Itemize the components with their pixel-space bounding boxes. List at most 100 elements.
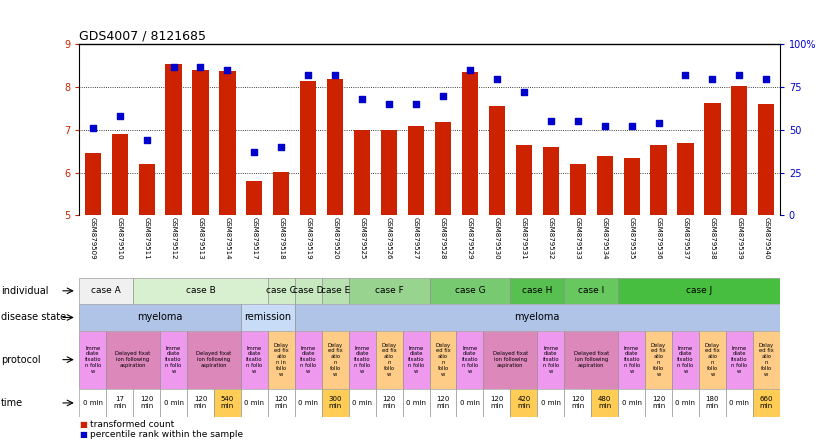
Text: 0 min: 0 min <box>730 400 750 406</box>
Text: GSM879509: GSM879509 <box>90 217 96 259</box>
Bar <box>349 278 430 304</box>
Text: 0 min: 0 min <box>163 400 183 406</box>
Bar <box>645 388 672 417</box>
Bar <box>268 331 294 388</box>
Bar <box>515 145 532 215</box>
Text: case F: case F <box>374 286 404 295</box>
Bar <box>160 388 187 417</box>
Bar <box>618 278 780 304</box>
Bar <box>537 388 565 417</box>
Text: 0 min: 0 min <box>406 400 426 406</box>
Text: ■: ■ <box>79 420 87 429</box>
Text: Delayed fixat
ion following
aspiration: Delayed fixat ion following aspiration <box>493 351 528 368</box>
Bar <box>726 331 753 388</box>
Text: 0 min: 0 min <box>621 400 641 406</box>
Bar <box>624 158 640 215</box>
Bar <box>112 134 128 215</box>
Bar <box>677 143 694 215</box>
Text: GSM879532: GSM879532 <box>548 217 554 259</box>
Bar <box>294 304 780 331</box>
Text: GSM879536: GSM879536 <box>656 217 661 259</box>
Point <box>571 118 585 125</box>
Text: case G: case G <box>455 286 485 295</box>
Point <box>436 92 450 99</box>
Bar <box>160 331 187 388</box>
Text: 660
min: 660 min <box>760 396 773 409</box>
Bar <box>84 153 101 215</box>
Bar <box>322 278 349 304</box>
Text: Imme
diate
fixatio
n follo
w: Imme diate fixatio n follo w <box>623 345 640 374</box>
Bar <box>699 388 726 417</box>
Text: 120
min: 120 min <box>383 396 396 409</box>
Bar <box>294 388 322 417</box>
Bar <box>435 122 451 215</box>
Bar <box>79 304 241 331</box>
Bar <box>268 278 294 304</box>
Text: GSM879519: GSM879519 <box>305 217 311 259</box>
Text: Imme
diate
fixatio
n follo
w: Imme diate fixatio n follo w <box>84 345 101 374</box>
Text: Delay
ed fix
atio
n
follo
w: Delay ed fix atio n follo w <box>328 343 343 377</box>
Text: GSM879539: GSM879539 <box>736 217 742 259</box>
Bar <box>79 388 106 417</box>
Text: Imme
diate
fixatio
n follo
w: Imme diate fixatio n follo w <box>462 345 478 374</box>
Text: 300
min: 300 min <box>329 396 342 409</box>
Bar <box>753 331 780 388</box>
Bar <box>456 388 484 417</box>
Point <box>598 123 611 130</box>
Text: 120
min: 120 min <box>274 396 288 409</box>
Point <box>329 71 342 79</box>
Bar <box>133 278 268 304</box>
Point <box>167 63 180 70</box>
Bar <box>138 164 154 215</box>
Point <box>544 118 557 125</box>
Bar <box>651 145 666 215</box>
Point <box>706 75 719 82</box>
Text: transformed count: transformed count <box>90 420 174 429</box>
Text: case C: case C <box>266 286 296 295</box>
Bar <box>219 71 235 215</box>
Bar <box>294 278 322 304</box>
Bar <box>241 331 268 388</box>
Point <box>517 89 530 96</box>
Bar <box>274 172 289 215</box>
Bar <box>618 388 645 417</box>
Point <box>140 137 153 144</box>
Bar <box>187 388 214 417</box>
Bar <box>294 331 322 388</box>
Text: GSM879538: GSM879538 <box>710 217 716 259</box>
Text: GDS4007 / 8121685: GDS4007 / 8121685 <box>79 29 206 42</box>
Text: GSM879510: GSM879510 <box>117 217 123 259</box>
Text: time: time <box>1 398 23 408</box>
Bar <box>165 63 182 215</box>
Bar <box>672 388 699 417</box>
Point <box>193 63 207 70</box>
Text: GSM879518: GSM879518 <box>279 217 284 259</box>
Text: case I: case I <box>578 286 605 295</box>
Bar <box>79 331 106 388</box>
Text: GSM879513: GSM879513 <box>198 217 203 259</box>
Bar <box>596 155 613 215</box>
Bar <box>327 79 344 215</box>
Text: 0 min: 0 min <box>244 400 264 406</box>
Bar <box>430 278 510 304</box>
Bar <box>268 388 294 417</box>
Bar <box>354 130 370 215</box>
Text: GSM879540: GSM879540 <box>763 217 769 259</box>
Text: Delayed fixat
ion following
aspiration: Delayed fixat ion following aspiration <box>115 351 151 368</box>
Bar <box>543 147 559 215</box>
Text: Delay
ed fix
atio
n in
follo
w: Delay ed fix atio n in follo w <box>274 343 289 377</box>
Bar <box>79 278 133 304</box>
Bar <box>456 331 484 388</box>
Point <box>679 71 692 79</box>
Text: GSM879527: GSM879527 <box>413 217 419 259</box>
Text: Delayed fixat
ion following
aspiration: Delayed fixat ion following aspiration <box>196 351 232 368</box>
Point <box>355 95 369 103</box>
Text: myeloma: myeloma <box>515 313 560 322</box>
Bar <box>241 388 268 417</box>
Bar <box>758 104 775 215</box>
Bar <box>565 388 591 417</box>
Text: myeloma: myeloma <box>138 313 183 322</box>
Bar <box>699 331 726 388</box>
Text: case A: case A <box>91 286 121 295</box>
Text: GSM879529: GSM879529 <box>467 217 473 259</box>
